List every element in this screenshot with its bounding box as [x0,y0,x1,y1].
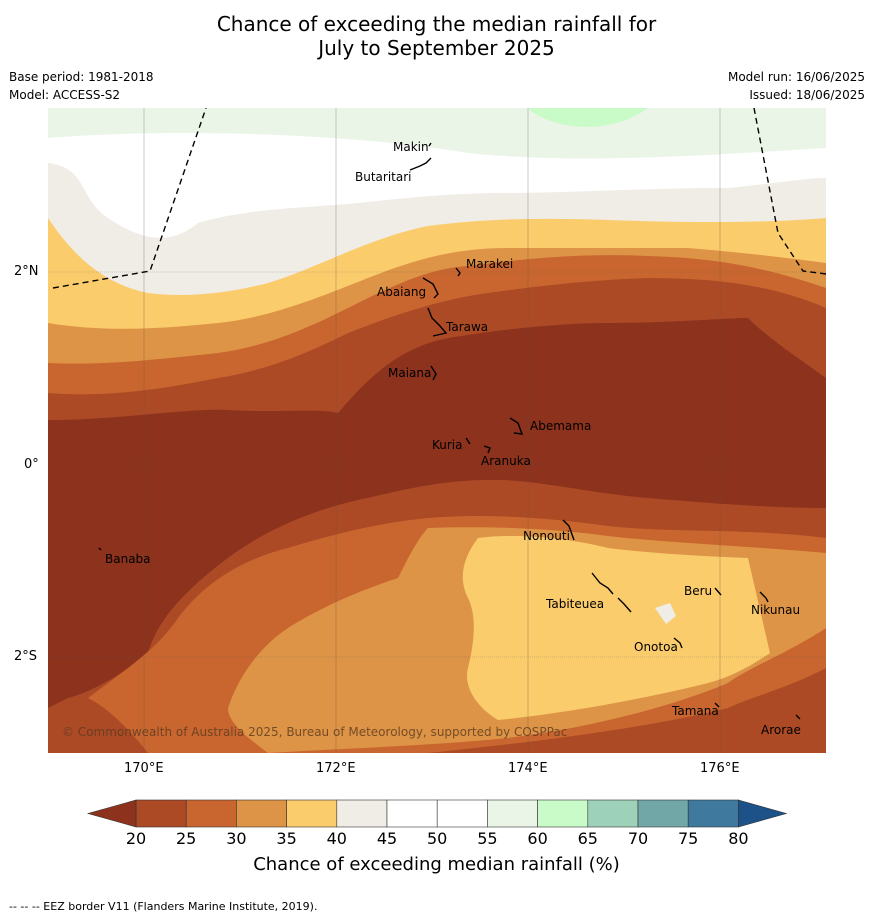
eez-border-east [753,108,826,275]
label-aranuka: Aranuka [481,454,531,468]
meta-right: Model run: 16/06/2025 Issued: 18/06/2025 [728,68,865,104]
colorbar-segment [436,799,488,828]
graticule [48,108,826,753]
issued-date: Issued: 18/06/2025 [749,88,865,102]
colorbar-segment [386,799,438,828]
lat-label-2n: 2°N [14,264,39,279]
label-abaiang: Abaiang [377,285,426,299]
band-60-65 [528,108,648,127]
colorbar-tick-label: 40 [326,829,347,848]
label-kuria: Kuria [432,438,463,452]
colorbar-segment [687,799,739,828]
lon-label-170: 170°E [124,761,164,776]
colorbar-tick-label: 70 [627,829,649,848]
band-40-45-patch [655,603,676,624]
lon-label-172: 172°E [316,761,356,776]
footer-note: -- -- -- EEZ border V11 (Flanders Marine… [9,900,318,913]
model-name: Model: ACCESS-S2 [9,88,121,102]
colorbar-title: Chance of exceeding median rainfall (%) [253,854,620,875]
colorbar-segment [286,799,338,828]
colorbar-tick-label: 25 [176,829,197,848]
colorbar-segment [637,799,689,828]
label-tabiteuea: Tabiteuea [545,597,604,611]
colorbar-tick-label: 55 [477,829,498,848]
colorbar-tick-label: 80 [728,829,749,848]
title-line-1: Chance of exceeding the median rainfall … [216,12,657,36]
band-35-40-south [462,536,770,720]
colorbar-segment [135,799,187,828]
islands [98,142,801,720]
colorbar-segment [236,799,287,828]
eez-border [52,108,207,289]
colorbar-segment [537,799,589,828]
label-nonouti: Nonouti [523,529,570,543]
label-nikunau: Nikunau [751,603,800,617]
colorbar-tick-label: 75 [678,829,699,848]
lat-label-0: 0° [24,457,39,472]
title-line-2: July to September 2025 [318,36,555,60]
label-abemama: Abemama [530,419,591,433]
colorbar-segment [587,799,639,828]
band-20-25-se [708,678,826,753]
colorbar [86,799,788,828]
lat-label-2s: 2°S [14,649,38,664]
colorbar-segment [336,799,388,828]
map-title: Chance of exceeding the median rainfall … [0,12,873,60]
colorbar-over-arrow [738,799,788,828]
rainfall-map: Makin Butaritari Marakei Abaiang Tarawa … [48,108,826,753]
colorbar-tick-label: 20 [125,829,147,848]
colorbar-under-arrow [86,799,137,828]
label-arorae: Arorae [761,723,801,737]
label-onotoa: Onotoa [634,640,678,654]
label-butaritari: Butaritari [355,170,412,184]
colorbar-tick-label: 45 [376,829,398,848]
colorbar-tick-label: 50 [427,829,448,848]
label-tamana: Tamana [671,704,719,718]
colorbar-tick-label: 60 [527,829,548,848]
label-maiana: Maiana [388,366,431,380]
colorbar-segment [487,799,538,828]
label-marakei: Marakei [466,257,513,271]
model-run: Model run: 16/06/2025 [727,70,865,84]
lon-label-176: 176°E [700,761,740,776]
base-period: Base period: 1981-2018 [9,70,154,84]
colorbar-tick-label: 30 [226,829,247,848]
label-banaba: Banaba [105,552,151,566]
band-below-20 [48,318,826,708]
label-beru: Beru [684,584,712,598]
label-tarawa: Tarawa [445,320,488,334]
meta-left: Base period: 1981-2018 Model: ACCESS-S2 [9,68,154,104]
colorbar-segment [185,799,237,828]
colorbar-tick-label: 65 [577,829,598,848]
lon-label-174: 174°E [508,761,548,776]
copyright-text: © Commonwealth of Australia 2025, Bureau… [62,725,567,739]
label-makin: Makin [393,140,429,154]
colorbar-tick-label: 35 [276,829,297,848]
